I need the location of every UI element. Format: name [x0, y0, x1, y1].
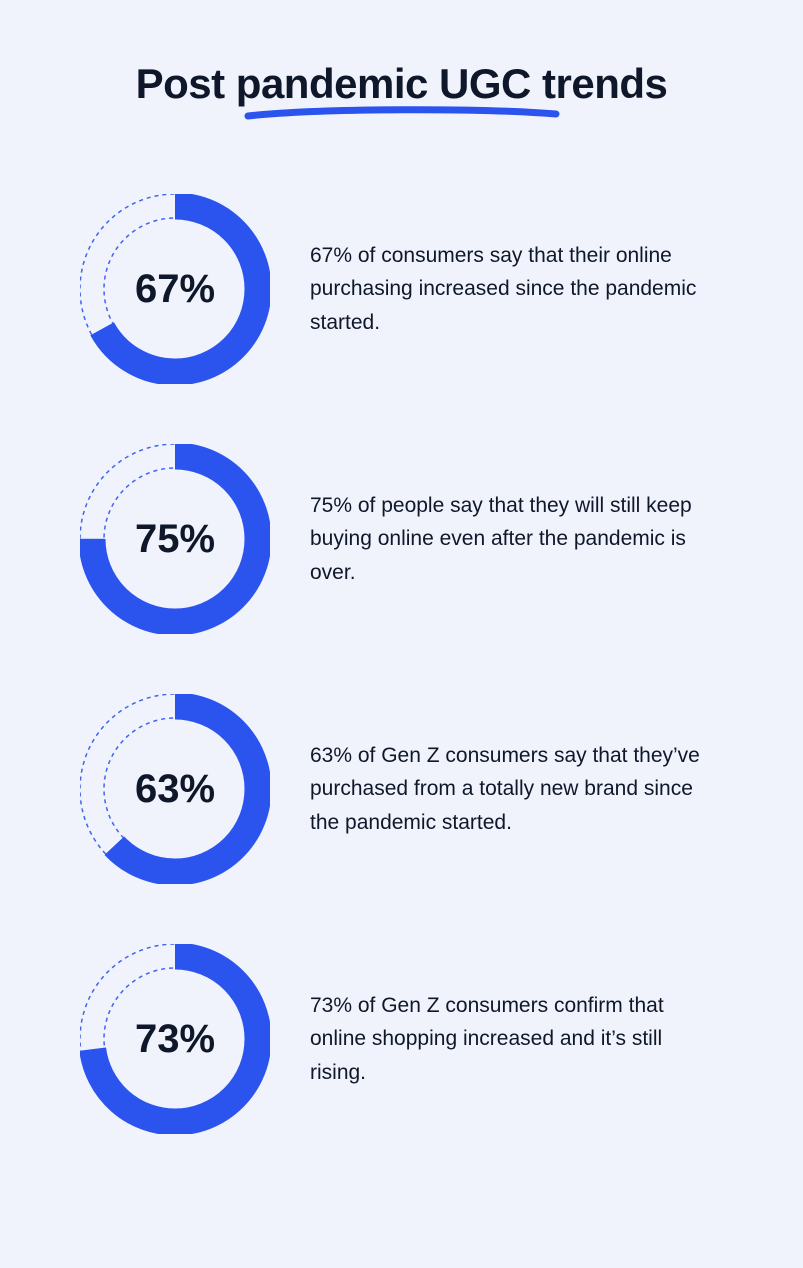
stat-row: 63% 63% of Gen Z consumers say that they… [80, 694, 723, 884]
donut-chart: 73% [80, 944, 270, 1134]
stat-row: 67% 67% of consumers say that their onli… [80, 194, 723, 384]
donut-percent-label: 75% [80, 444, 270, 634]
title-rest: UGC trends [428, 60, 668, 107]
stat-row: 73% 73% of Gen Z consumers confirm that … [80, 944, 723, 1134]
page-title: Post pandemic UGC trends [136, 60, 668, 108]
donut-chart: 75% [80, 444, 270, 634]
stat-description: 67% of consumers say that their online p… [310, 239, 723, 340]
stat-description: 75% of people say that they will still k… [310, 489, 723, 590]
donut-percent-label: 67% [80, 194, 270, 384]
stats-list: 67% 67% of consumers say that their onli… [60, 194, 743, 1134]
donut-percent-label: 63% [80, 694, 270, 884]
stat-description: 73% of Gen Z consumers confirm that onli… [310, 989, 723, 1090]
title-emphasized: Post pandemic [136, 60, 428, 108]
donut-chart: 63% [80, 694, 270, 884]
stat-description: 63% of Gen Z consumers say that they’ve … [310, 739, 723, 840]
donut-chart: 67% [80, 194, 270, 384]
donut-percent-label: 73% [80, 944, 270, 1134]
title-block: Post pandemic UGC trends [60, 60, 743, 124]
stat-row: 75% 75% of people say that they will sti… [80, 444, 723, 634]
